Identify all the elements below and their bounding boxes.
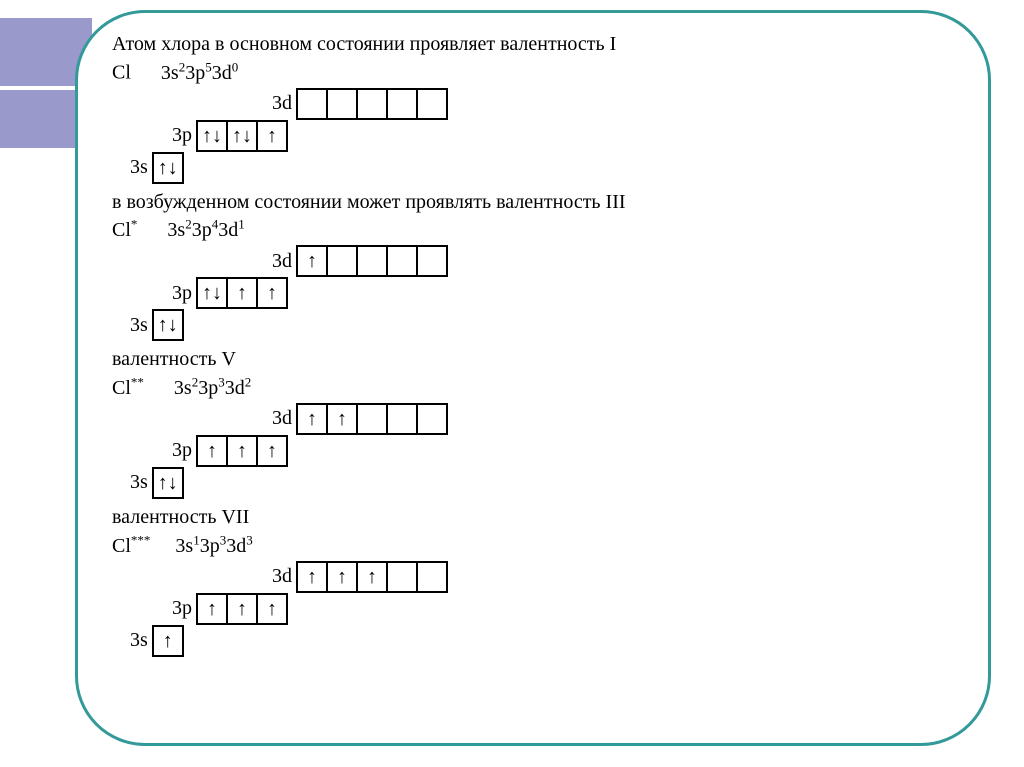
orbital-d-boxes: ↑↑ [296, 403, 448, 435]
element-symbol: Cl*** [112, 535, 150, 557]
orbital-p-label: 3p [172, 596, 192, 621]
config-line: Cl** 3s23p33d2 [112, 374, 962, 401]
config-line: Cl 3s23p53d0 [112, 59, 962, 86]
element-symbol: Cl** [112, 377, 144, 399]
orbital-stack: 3d ↑↑ 3p ↑↑↑ 3s ↑↓ [112, 403, 962, 499]
orbital-s-label: 3s [130, 155, 148, 180]
orbital-cell [386, 403, 418, 435]
orbital-cell: ↑ [296, 245, 328, 277]
electron-config: 3s13p33d3 [175, 535, 252, 557]
orbital-cell: ↑ [152, 625, 184, 657]
orbital-d-label: 3d [272, 564, 292, 589]
orbital-d-boxes [296, 88, 448, 120]
orbital-d-boxes: ↑↑↑ [296, 561, 448, 593]
orbital-cell: ↑ [326, 561, 358, 593]
orbital-cell [296, 88, 328, 120]
orbital-s-boxes: ↑↓ [152, 309, 184, 341]
orbital-cell: ↑ [226, 593, 258, 625]
orbital-cell [416, 245, 448, 277]
element-symbol: Cl [112, 62, 131, 84]
orbital-cell [386, 561, 418, 593]
orbital-s-label: 3s [130, 628, 148, 653]
orbital-cell: ↑ [256, 277, 288, 309]
orbital-d-row: 3d [272, 88, 962, 120]
orbital-cell [326, 88, 358, 120]
orbital-cell: ↑ [256, 435, 288, 467]
intro-text: валентность VII [112, 505, 962, 530]
orbital-s-boxes: ↑ [152, 625, 184, 657]
orbital-stack: 3d ↑ 3p ↑↓↑↑ 3s ↑↓ [112, 245, 962, 341]
orbital-s-boxes: ↑↓ [152, 152, 184, 184]
orbital-s-label: 3s [130, 470, 148, 495]
orbital-p-boxes: ↑↓↑↑ [196, 277, 288, 309]
orbital-p-row: 3p ↑↑↑ [172, 435, 962, 467]
state-excited-2: валентность V Cl** 3s23p33d2 3d ↑↑ 3p ↑↑… [112, 347, 962, 499]
orbital-cell [356, 88, 388, 120]
orbital-cell [416, 403, 448, 435]
orbital-d-row: 3d ↑ [272, 245, 962, 277]
config-line: Cl*** 3s13p33d3 [112, 532, 962, 559]
orbital-cell: ↑ [256, 120, 288, 152]
intro-text: Атом хлора в основном состоянии проявляе… [112, 32, 962, 57]
orbital-cell [416, 88, 448, 120]
orbital-d-boxes: ↑ [296, 245, 448, 277]
orbital-s-row: 3s ↑↓ [130, 309, 962, 341]
orbital-cell: ↑ [196, 593, 228, 625]
intro-text: в возбужденном состоянии может проявлять… [112, 190, 962, 215]
intro-text: валентность V [112, 347, 962, 372]
orbital-d-row: 3d ↑↑ [272, 403, 962, 435]
electron-config: 3s23p33d2 [174, 377, 251, 399]
orbital-cell: ↑ [296, 561, 328, 593]
orbital-stack: 3d 3p ↑↓↑↓↑ 3s ↑↓ [112, 88, 962, 184]
orbital-cell: ↑ [226, 277, 258, 309]
orbital-cell: ↑↓ [152, 309, 184, 341]
orbital-s-label: 3s [130, 313, 148, 338]
orbital-cell: ↑↓ [196, 277, 228, 309]
state-ground: Атом хлора в основном состоянии проявляе… [112, 32, 962, 184]
orbital-cell [386, 88, 418, 120]
orbital-cell [356, 245, 388, 277]
orbital-s-boxes: ↑↓ [152, 467, 184, 499]
electron-config: 3s23p43d1 [167, 219, 244, 241]
orbital-p-label: 3p [172, 123, 192, 148]
orbital-cell: ↑↓ [152, 467, 184, 499]
orbital-p-row: 3p ↑↓↑↑ [172, 277, 962, 309]
orbital-p-row: 3p ↑↓↑↓↑ [172, 120, 962, 152]
orbital-cell: ↑ [226, 435, 258, 467]
electron-config: 3s23p53d0 [161, 62, 238, 84]
element-symbol: Cl* [112, 219, 137, 241]
orbital-d-label: 3d [272, 249, 292, 274]
orbital-cell: ↑↓ [152, 152, 184, 184]
orbital-d-row: 3d ↑↑↑ [272, 561, 962, 593]
orbital-p-boxes: ↑↑↑ [196, 435, 288, 467]
orbital-cell [386, 245, 418, 277]
orbital-cell: ↑ [296, 403, 328, 435]
orbital-cell: ↑↓ [226, 120, 258, 152]
orbital-stack: 3d ↑↑↑ 3p ↑↑↑ 3s ↑ [112, 561, 962, 657]
orbital-cell: ↑ [326, 403, 358, 435]
orbital-s-row: 3s ↑ [130, 625, 962, 657]
orbital-p-label: 3p [172, 281, 192, 306]
orbital-cell [326, 245, 358, 277]
orbital-d-label: 3d [272, 91, 292, 116]
orbital-p-boxes: ↑↓↑↓↑ [196, 120, 288, 152]
orbital-s-row: 3s ↑↓ [130, 152, 962, 184]
config-line: Cl* 3s23p43d1 [112, 217, 962, 244]
orbital-cell: ↑ [256, 593, 288, 625]
content: Атом хлора в основном состоянии проявляе… [112, 30, 962, 663]
state-excited-3: валентность VII Cl*** 3s13p33d3 3d ↑↑↑ 3… [112, 505, 962, 657]
orbital-cell [416, 561, 448, 593]
orbital-cell: ↑↓ [196, 120, 228, 152]
state-excited-1: в возбужденном состоянии может проявлять… [112, 190, 962, 342]
orbital-cell: ↑ [196, 435, 228, 467]
orbital-p-row: 3p ↑↑↑ [172, 593, 962, 625]
orbital-cell [356, 403, 388, 435]
orbital-d-label: 3d [272, 406, 292, 431]
orbital-p-boxes: ↑↑↑ [196, 593, 288, 625]
orbital-cell: ↑ [356, 561, 388, 593]
orbital-s-row: 3s ↑↓ [130, 467, 962, 499]
orbital-p-label: 3p [172, 438, 192, 463]
